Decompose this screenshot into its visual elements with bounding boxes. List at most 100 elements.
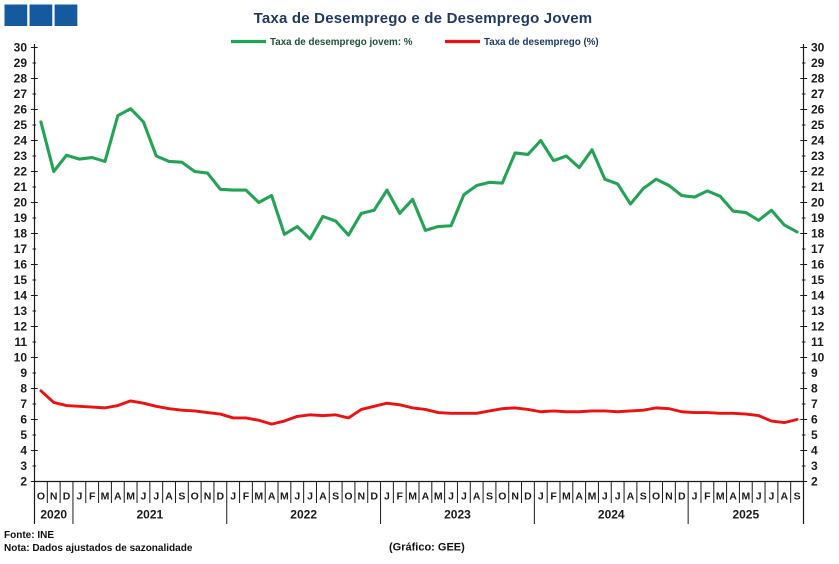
svg-text:S: S — [640, 491, 647, 503]
svg-text:27: 27 — [811, 87, 825, 101]
svg-text:23: 23 — [811, 149, 825, 163]
svg-text:21: 21 — [14, 180, 28, 194]
svg-text:M: M — [126, 491, 135, 503]
svg-text:25: 25 — [14, 118, 28, 132]
svg-text:2022: 2022 — [290, 508, 317, 522]
svg-text:D: D — [217, 491, 225, 503]
svg-text:6: 6 — [811, 413, 818, 427]
svg-text:13: 13 — [14, 304, 28, 318]
svg-text:F: F — [550, 491, 557, 503]
svg-text:24: 24 — [811, 134, 825, 148]
svg-text:D: D — [63, 491, 71, 503]
svg-text:O: O — [37, 491, 45, 503]
svg-text:S: S — [486, 491, 493, 503]
svg-text:15: 15 — [811, 273, 825, 287]
svg-text:A: A — [422, 491, 430, 503]
svg-text:30: 30 — [811, 41, 825, 55]
svg-text:J: J — [448, 491, 454, 503]
svg-text:30: 30 — [14, 41, 28, 55]
svg-text:Taxa de Desemprego e de Desemp: Taxa de Desemprego e de Desemprego Jovem — [254, 10, 593, 27]
svg-text:24: 24 — [14, 134, 28, 148]
svg-text:18: 18 — [14, 227, 28, 241]
svg-text:F: F — [89, 491, 96, 503]
svg-text:A: A — [729, 491, 737, 503]
svg-text:J: J — [307, 491, 313, 503]
svg-text:J: J — [756, 491, 762, 503]
svg-text:17: 17 — [811, 242, 825, 256]
svg-text:J: J — [294, 491, 300, 503]
svg-text:8: 8 — [811, 382, 818, 396]
svg-text:A: A — [268, 491, 276, 503]
svg-text:S: S — [794, 491, 801, 503]
svg-text:J: J — [153, 491, 159, 503]
svg-text:D: D — [524, 491, 532, 503]
svg-text:4: 4 — [811, 444, 818, 458]
svg-text:O: O — [498, 491, 506, 503]
svg-text:16: 16 — [811, 258, 825, 272]
svg-text:J: J — [615, 491, 621, 503]
svg-text:A: A — [114, 491, 122, 503]
svg-text:14: 14 — [811, 289, 825, 303]
svg-text:J: J — [692, 491, 698, 503]
svg-text:2020: 2020 — [40, 508, 67, 522]
svg-text:22: 22 — [14, 165, 28, 179]
svg-text:F: F — [397, 491, 404, 503]
svg-text:M: M — [280, 491, 289, 503]
svg-text:N: N — [204, 491, 212, 503]
svg-text:5: 5 — [20, 428, 27, 442]
svg-text:2025: 2025 — [732, 508, 759, 522]
svg-text:J: J — [141, 491, 147, 503]
svg-text:2023: 2023 — [444, 508, 471, 522]
svg-text:M: M — [716, 491, 725, 503]
svg-text:S: S — [178, 491, 185, 503]
svg-text:A: A — [165, 491, 173, 503]
svg-text:F: F — [243, 491, 250, 503]
svg-text:22: 22 — [811, 165, 825, 179]
svg-text:A: A — [627, 491, 635, 503]
svg-text:J: J — [384, 491, 390, 503]
svg-text:2024: 2024 — [598, 508, 625, 522]
svg-text:M: M — [562, 491, 571, 503]
svg-text:F: F — [704, 491, 711, 503]
svg-text:Nota: Dados ajustados de sazon: Nota: Dados ajustados de sazonalidade — [4, 543, 193, 554]
svg-text:S: S — [332, 491, 339, 503]
svg-text:N: N — [511, 491, 519, 503]
svg-text:7: 7 — [811, 397, 818, 411]
svg-text:D: D — [678, 491, 686, 503]
svg-text:6: 6 — [20, 413, 27, 427]
svg-text:21: 21 — [811, 180, 825, 194]
svg-text:2021: 2021 — [136, 508, 163, 522]
svg-text:J: J — [538, 491, 544, 503]
svg-text:23: 23 — [14, 149, 28, 163]
svg-text:M: M — [254, 491, 263, 503]
svg-text:Taxa de desemprego (%): Taxa de desemprego (%) — [484, 37, 599, 48]
svg-text:O: O — [652, 491, 660, 503]
svg-text:N: N — [665, 491, 673, 503]
svg-text:2: 2 — [20, 475, 27, 489]
svg-text:M: M — [588, 491, 597, 503]
svg-text:11: 11 — [811, 335, 824, 349]
svg-text:18: 18 — [811, 227, 825, 241]
svg-text:12: 12 — [14, 320, 28, 334]
svg-text:O: O — [344, 491, 352, 503]
svg-text:12: 12 — [811, 320, 825, 334]
svg-text:A: A — [473, 491, 481, 503]
svg-text:A: A — [319, 491, 327, 503]
svg-text:A: A — [575, 491, 583, 503]
svg-text:Taxa de desemprego jovem: %: Taxa de desemprego jovem: % — [270, 37, 413, 48]
svg-text:J: J — [461, 491, 467, 503]
svg-text:9: 9 — [811, 366, 818, 380]
svg-text:29: 29 — [811, 56, 825, 70]
svg-text:3: 3 — [811, 459, 818, 473]
svg-text:9: 9 — [20, 366, 27, 380]
svg-text:(Gráfico: GEE): (Gráfico: GEE) — [389, 542, 465, 554]
svg-text:J: J — [230, 491, 236, 503]
svg-text:19: 19 — [811, 211, 825, 225]
svg-text:7: 7 — [20, 397, 27, 411]
svg-text:17: 17 — [14, 242, 28, 256]
svg-text:3: 3 — [20, 459, 27, 473]
svg-text:M: M — [741, 491, 750, 503]
svg-text:29: 29 — [14, 56, 28, 70]
svg-text:J: J — [602, 491, 608, 503]
svg-text:M: M — [434, 491, 443, 503]
